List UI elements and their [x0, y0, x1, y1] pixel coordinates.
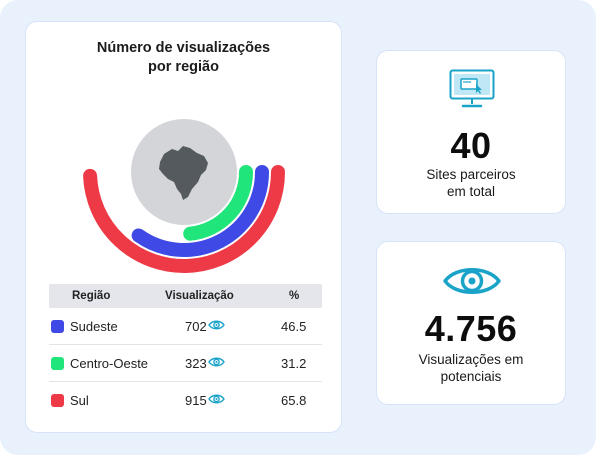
region-percent: 31.2 — [281, 356, 307, 371]
eye-icon — [208, 394, 225, 404]
arc-sudeste — [131, 165, 269, 257]
region-views: 915 — [185, 393, 207, 408]
chart-title: Número de visualizações por região — [26, 39, 341, 77]
views-caption: Visualizações em potenciais — [377, 351, 565, 385]
table-row: Sudeste 702 46.5 — [49, 308, 322, 345]
eye-icon — [208, 357, 225, 367]
region-color-swatch — [51, 320, 64, 333]
eye-icon — [208, 320, 225, 330]
sites-caption: Sites parceiros em total — [377, 166, 565, 200]
region-color-swatch — [51, 357, 64, 370]
sites-card: 40 Sites parceiros em total — [376, 50, 566, 214]
table-row: Sul 915 65.8 — [49, 382, 322, 419]
sites-caption-line1: Sites parceiros — [426, 167, 516, 182]
region-views-card: Número de visualizações por região Regiã… — [25, 21, 342, 433]
table-row: Centro-Oeste 323 31.2 — [49, 345, 322, 382]
header-views: Visualização — [165, 290, 234, 302]
region-name: Centro-Oeste — [70, 356, 149, 371]
views-count: 4.756 — [424, 308, 518, 349]
region-views: 323 — [185, 356, 207, 371]
radial-bar-chart — [83, 119, 285, 273]
region-percent: 65.8 — [281, 393, 307, 408]
header-pct: % — [289, 290, 300, 302]
region-views: 702 — [185, 319, 207, 334]
region-name: Sudeste — [70, 319, 118, 334]
arc-sul — [83, 165, 285, 273]
region-name: Sul — [70, 393, 89, 408]
chart-title-line1: Número de visualizações — [96, 40, 271, 56]
eye-icon — [443, 268, 501, 294]
region-color-swatch — [51, 394, 64, 407]
region-percent: 46.5 — [281, 319, 307, 334]
sites-caption-line2: em total — [446, 184, 496, 199]
brazil-map-icon — [159, 146, 208, 200]
views-caption-line2: potenciais — [440, 369, 502, 384]
sites-count: 40 — [450, 125, 492, 166]
views-caption-line1: Visualizações em — [418, 352, 524, 367]
table-header: Região Visualização % — [49, 284, 322, 308]
chart-title-line2: por região — [148, 59, 219, 75]
computer-monitor-icon — [449, 69, 495, 108]
header-region: Região — [72, 290, 111, 302]
views-card: 4.756 Visualizações em potenciais — [376, 241, 566, 405]
region-table: Região Visualização % Sudeste 702 46.5 Cent… — [49, 284, 322, 419]
arc-centro-oeste — [183, 165, 253, 241]
